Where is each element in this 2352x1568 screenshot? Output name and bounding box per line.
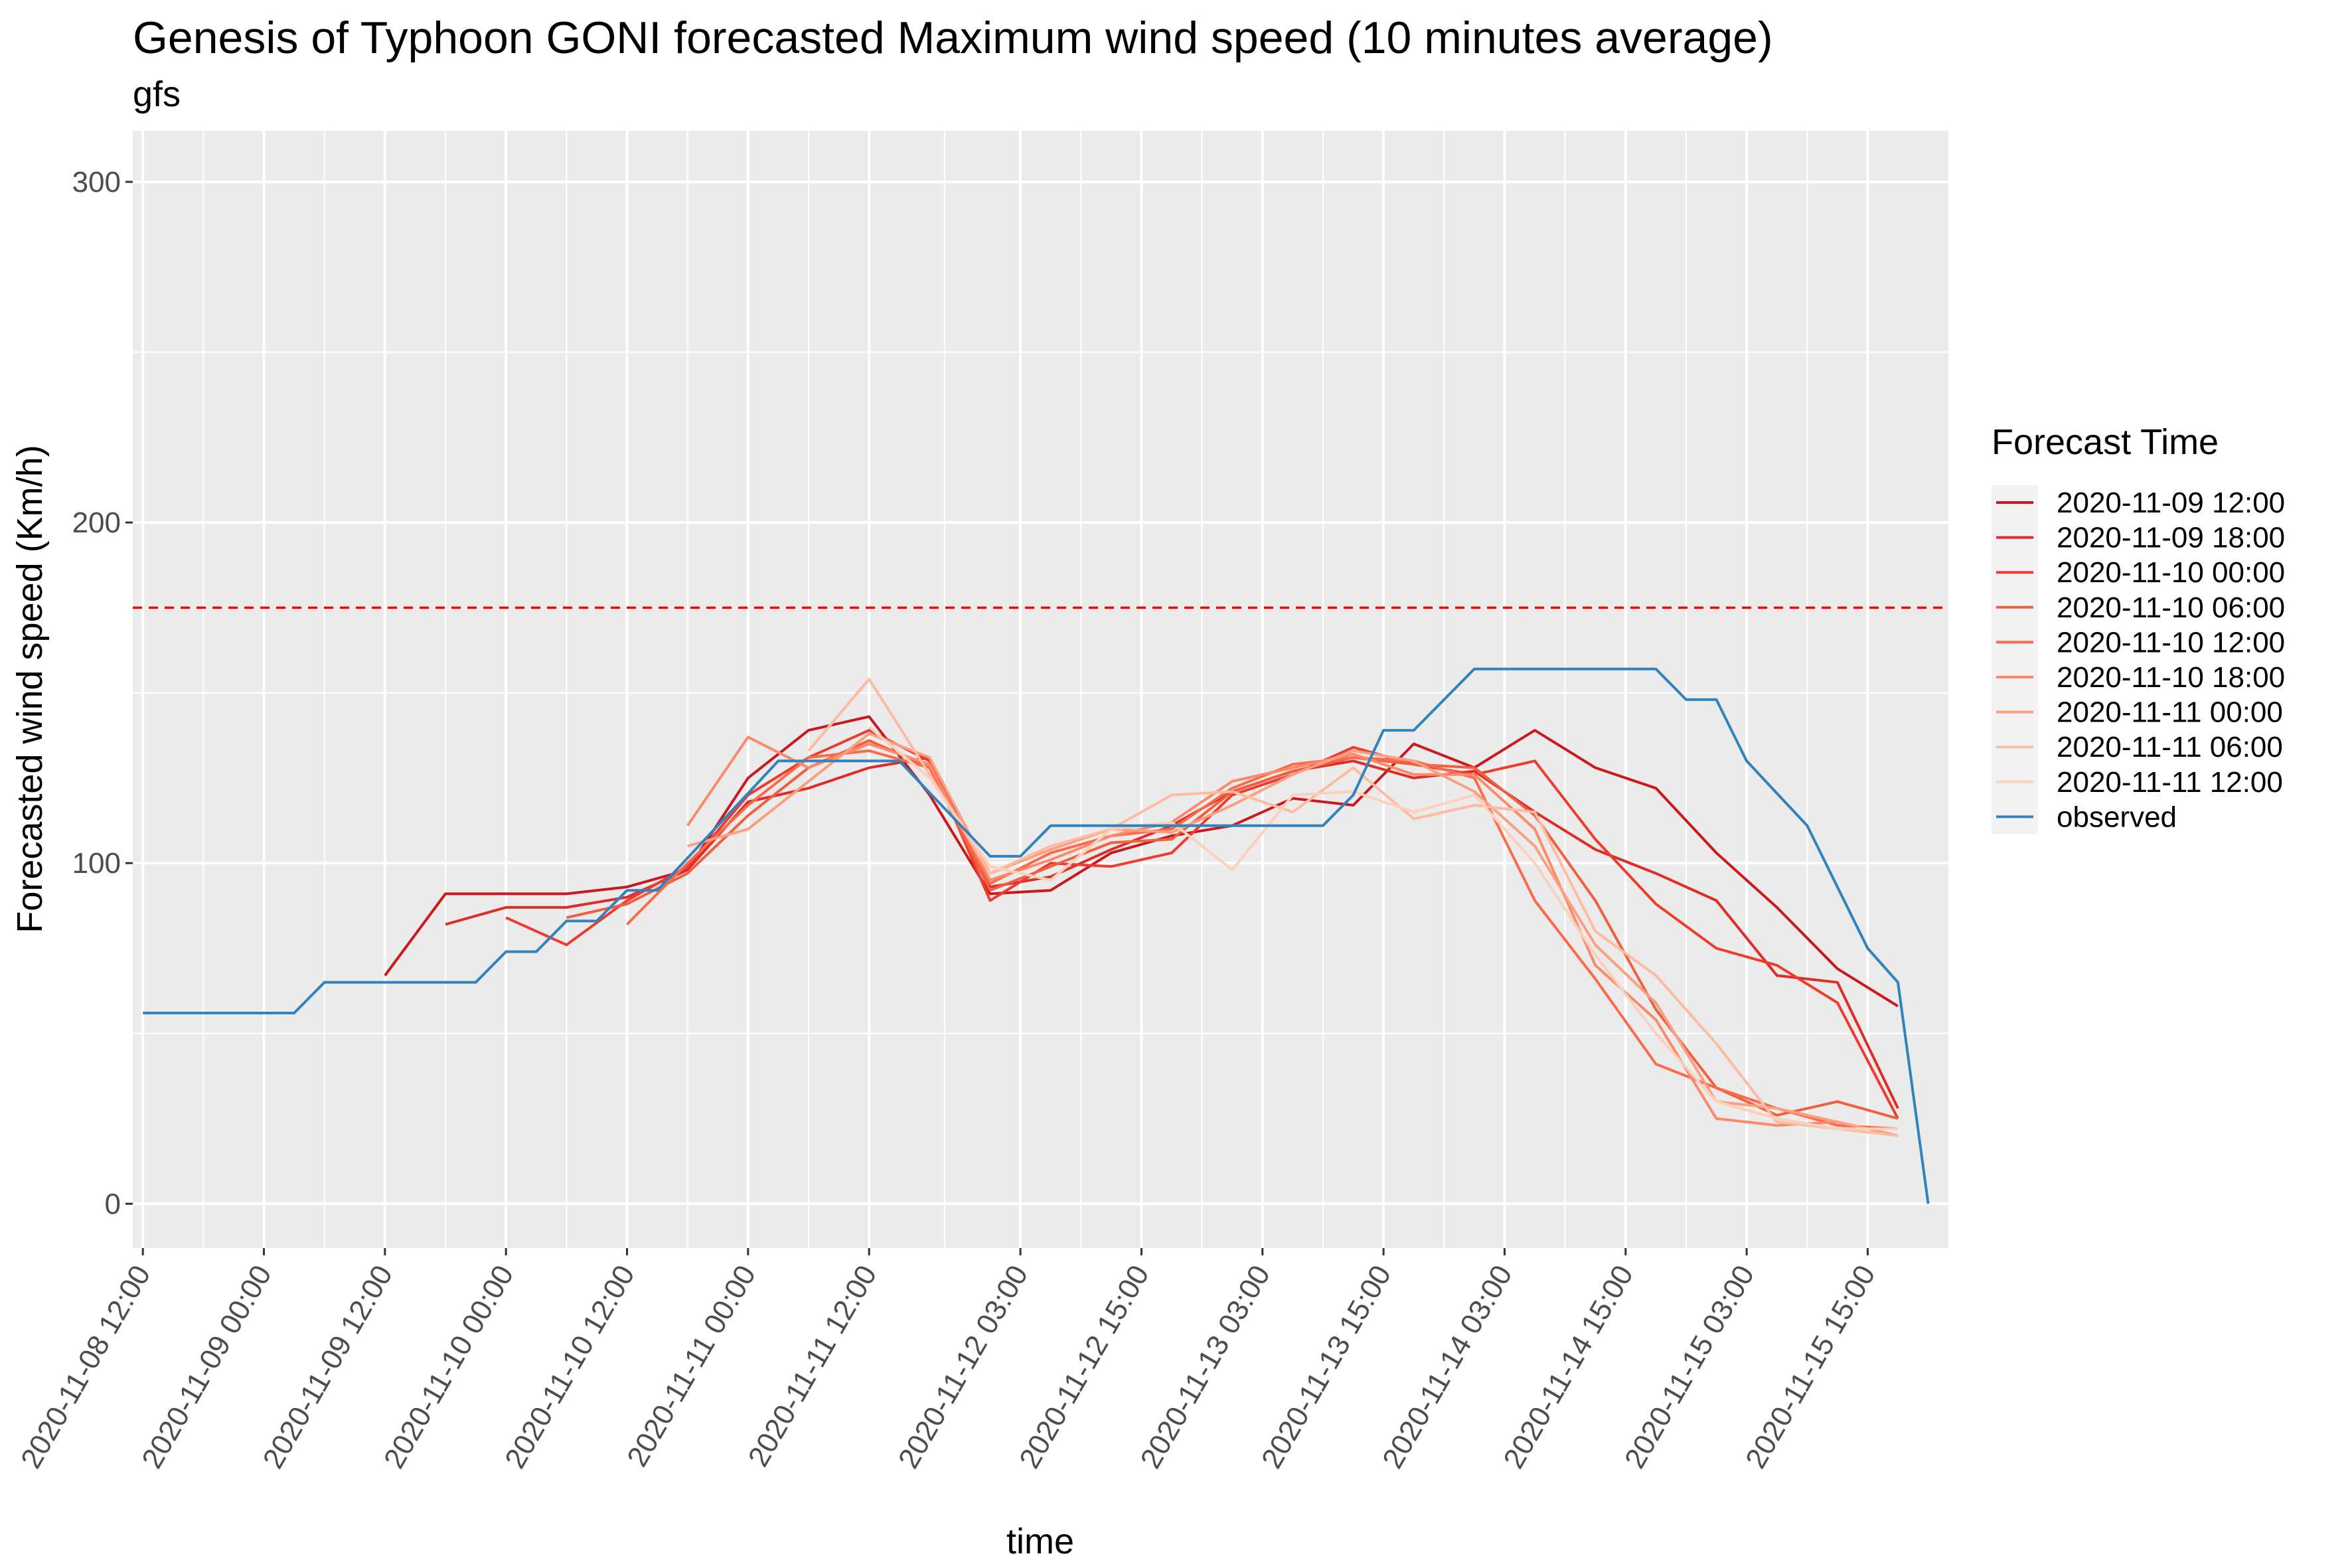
legend-label: 2020-11-10 06:00 [2057,591,2285,624]
series-line-6 [687,732,1899,1137]
series-line-8 [868,726,1898,1131]
series-line-7 [807,678,1899,1137]
x-tick-label: 2020-11-13 15:00 [1255,1260,1398,1474]
legend-label: 2020-11-10 00:00 [2057,556,2285,589]
chart-subtitle: gfs [133,74,181,114]
y-tick-label: 0 [105,1188,121,1220]
y-axis-title: Forecasted wind speed (Km/h) [10,445,50,933]
y-tick-label: 200 [72,507,121,539]
minor-gridlines [133,131,1948,1248]
plot-panel [133,131,1948,1248]
x-axis-title: time [1006,1522,1074,1561]
legend-label: 2020-11-11 12:00 [2057,766,2283,799]
x-tick-label: 2020-11-09 00:00 [135,1260,278,1474]
series-line-5 [686,736,1899,1137]
y-tick-label: 100 [72,847,121,880]
legend-title: Forecast Time [1992,422,2219,462]
y-tick-label: 300 [72,166,121,198]
series-line-4 [626,749,1899,1131]
x-tick-label: 2020-11-12 03:00 [892,1260,1035,1474]
x-tick-label: 2020-11-11 00:00 [621,1260,762,1472]
legend-label: 2020-11-11 06:00 [2057,731,2283,763]
legend-label: 2020-11-09 18:00 [2057,522,2285,554]
x-tick-label: 2020-11-13 03:00 [1135,1260,1277,1474]
legend-label: 2020-11-10 12:00 [2057,626,2285,659]
legend-label: 2020-11-10 18:00 [2057,661,2285,694]
chart-title: Genesis of Typhoon GONI forecasted Maxim… [133,13,1773,63]
x-tick-label: 2020-11-12 15:00 [1013,1260,1156,1474]
legend: Forecast Time 2020-11-09 12:002020-11-09… [1992,422,2285,834]
x-tick-label: 2020-11-14 03:00 [1376,1260,1519,1474]
series-line-9 [143,667,1930,1204]
y-axis: 0 100 200 300 [72,166,133,1220]
x-tick-label: 2020-11-10 12:00 [499,1260,641,1474]
series-line-2 [505,729,1899,1119]
x-tick-label: 2020-11-15 15:00 [1739,1260,1882,1474]
legend-label: 2020-11-09 12:00 [2057,487,2285,519]
x-tick-label: 2020-11-08 12:00 [15,1260,157,1474]
x-tick-label: 2020-11-14 15:00 [1498,1260,1640,1474]
x-tick-label: 2020-11-10 00:00 [378,1260,520,1474]
x-tick-label: 2020-11-09 12:00 [257,1260,400,1474]
x-tick-label: 2020-11-15 03:00 [1618,1260,1761,1474]
series-lines [143,667,1930,1204]
legend-label: 2020-11-11 00:00 [2057,696,2283,729]
legend-label: observed [2057,801,2177,833]
x-tick-label: 2020-11-11 12:00 [742,1260,884,1472]
series-line-0 [384,715,1899,1008]
